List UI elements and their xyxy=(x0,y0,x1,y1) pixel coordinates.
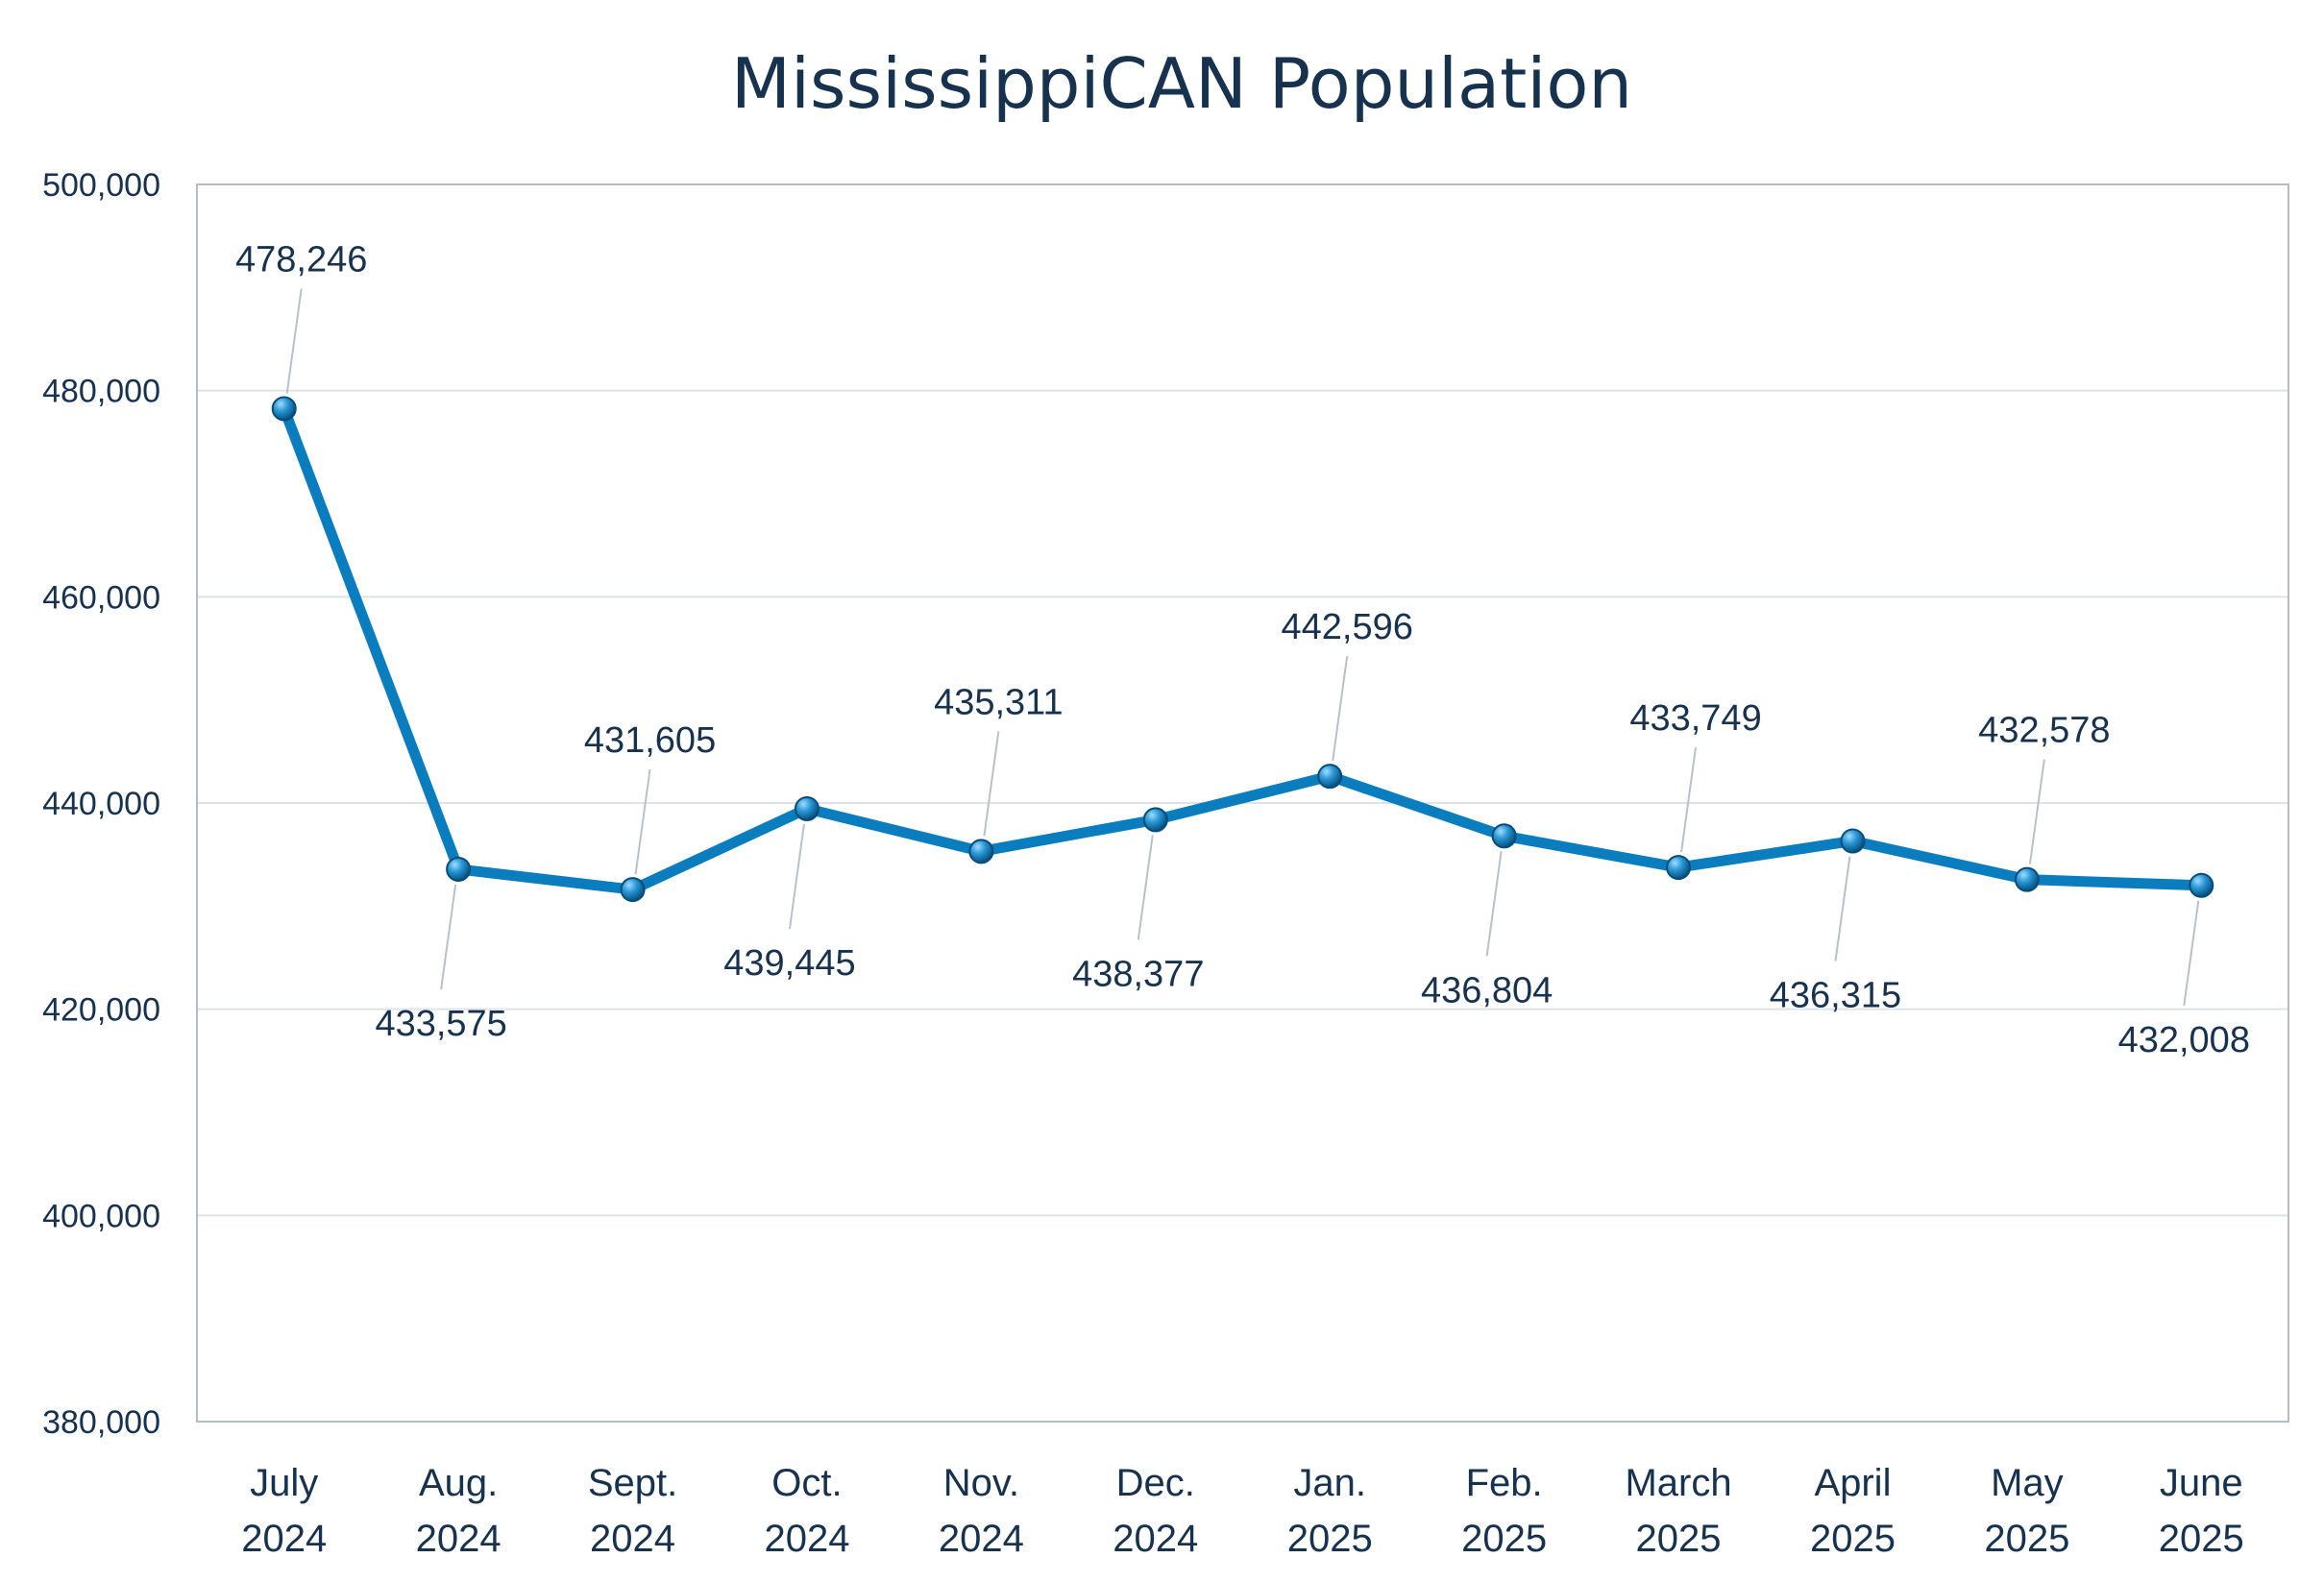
chart-title: MississippiCAN Population xyxy=(731,43,1632,124)
y-tick-label: 500,000 xyxy=(42,167,160,204)
data-label: 433,575 xyxy=(375,1004,506,1044)
x-tick-label: Aug. xyxy=(419,1462,498,1504)
x-tick-label: Nov. xyxy=(943,1462,1019,1504)
x-tick-label: Dec. xyxy=(1116,1462,1195,1504)
leader-line xyxy=(1834,856,1851,961)
data-point xyxy=(1840,828,1866,854)
x-tick-label-year: 2024 xyxy=(590,1518,675,1560)
x-tick-label: March xyxy=(1625,1462,1731,1504)
leader-line xyxy=(285,288,303,394)
y-tick-label: 380,000 xyxy=(42,1404,160,1441)
leader-line xyxy=(2028,759,2045,864)
x-tick-label: June xyxy=(2160,1462,2243,1504)
data-label: 432,008 xyxy=(2118,1020,2250,1060)
plot-border xyxy=(196,183,2289,1423)
x-tick-label-year: 2025 xyxy=(1984,1518,2069,1560)
x-tick-label-year: 2025 xyxy=(2159,1518,2244,1560)
leader-line xyxy=(1137,835,1154,940)
leader-line xyxy=(1332,655,1349,762)
series-line xyxy=(279,402,2207,895)
data-label: 478,246 xyxy=(235,239,367,280)
data-point xyxy=(1142,807,1168,833)
x-tick-label-year: 2024 xyxy=(939,1518,1024,1560)
x-tick-label: Feb. xyxy=(1466,1462,1543,1504)
data-point xyxy=(620,877,646,903)
x-tick-label-year: 2024 xyxy=(1113,1518,1198,1560)
data-label: 432,578 xyxy=(1978,711,2110,751)
data-label: 438,377 xyxy=(1072,954,1204,994)
leader-line xyxy=(1485,851,1503,957)
leader-line xyxy=(788,823,805,930)
data-label: 431,605 xyxy=(584,720,716,761)
x-tick-label: Sept. xyxy=(588,1462,677,1504)
x-tick-label: Oct. xyxy=(771,1462,842,1504)
data-point xyxy=(446,856,472,882)
data-label: 436,315 xyxy=(1770,976,1901,1016)
y-tick-label: 440,000 xyxy=(42,786,160,822)
x-tick-label-year: 2025 xyxy=(1636,1518,1722,1560)
y-tick-label: 420,000 xyxy=(42,992,160,1029)
x-tick-label: April xyxy=(1814,1462,1891,1504)
data-label: 442,596 xyxy=(1282,607,1413,647)
leader-line xyxy=(634,768,651,875)
y-tick-label: 460,000 xyxy=(42,579,160,616)
x-tick-label-year: 2024 xyxy=(764,1518,849,1560)
data-point xyxy=(794,795,820,821)
leader-line xyxy=(1680,746,1698,853)
x-tick-label: May xyxy=(1991,1462,2064,1504)
data-point xyxy=(1666,855,1692,881)
data-label: 435,311 xyxy=(934,682,1064,722)
x-tick-label: July xyxy=(250,1462,318,1504)
x-tick-label: Jan. xyxy=(1293,1462,1366,1504)
x-tick-label-year: 2025 xyxy=(1461,1518,1547,1560)
data-point xyxy=(2189,872,2214,898)
x-tick-label-year: 2024 xyxy=(416,1518,501,1560)
data-point xyxy=(271,396,297,422)
x-tick-label-year: 2024 xyxy=(241,1518,327,1560)
data-label: 439,445 xyxy=(723,943,855,984)
leader-line xyxy=(2183,900,2200,1006)
data-point xyxy=(1491,823,1517,849)
data-point xyxy=(1317,764,1343,790)
data-point xyxy=(968,839,994,864)
data-label: 433,749 xyxy=(1629,698,1761,739)
plot-area: 380,000 400,000 420,000 440,000 460,000 480,0… xyxy=(42,167,2289,1560)
y-tick-label: 480,000 xyxy=(42,374,160,410)
leader-line xyxy=(983,731,1000,837)
data-label: 436,804 xyxy=(1421,970,1553,1010)
y-tick-label: 400,000 xyxy=(42,1198,160,1234)
data-point xyxy=(2014,866,2040,892)
x-tick-label-year: 2025 xyxy=(1287,1518,1373,1560)
x-tick-label-year: 2025 xyxy=(1810,1518,1896,1560)
leader-line xyxy=(440,884,457,990)
